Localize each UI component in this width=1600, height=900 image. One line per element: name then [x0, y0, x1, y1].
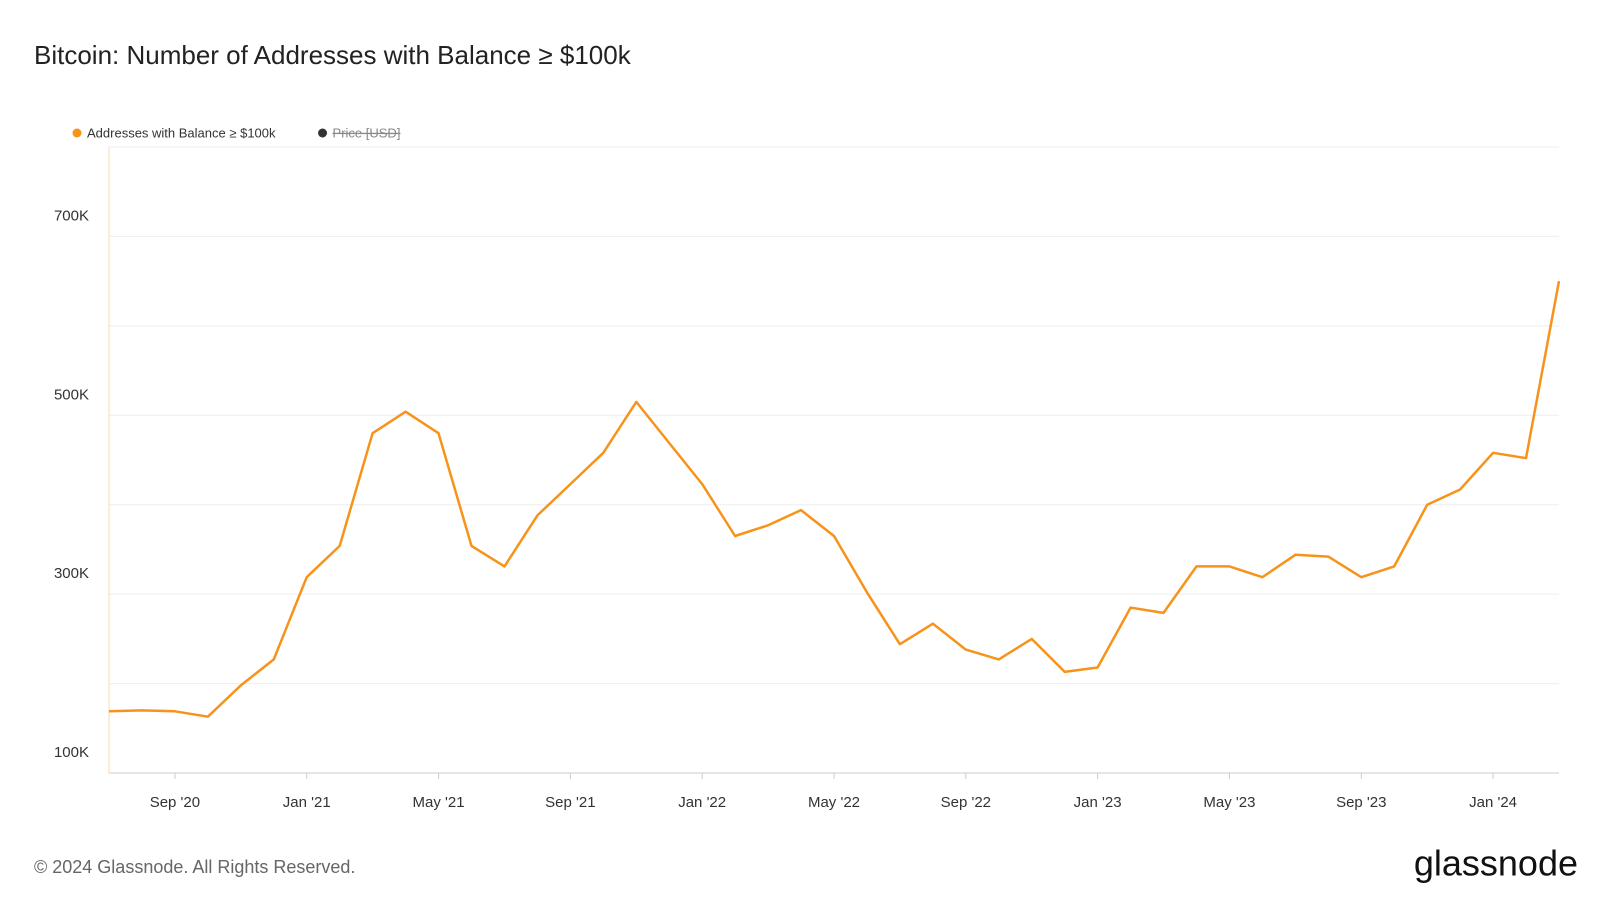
- legend-marker[interactable]: [318, 128, 328, 138]
- copyright: © 2024 Glassnode. All Rights Reserved.: [34, 857, 355, 877]
- x-tick-label: Sep '22: [941, 794, 991, 811]
- data-line: [108, 280, 1561, 718]
- y-tick-label: 300K: [54, 565, 89, 582]
- x-tick-label: Sep '23: [1336, 794, 1386, 811]
- y-tick-label: 100K: [54, 744, 89, 761]
- x-tick-label: May '21: [413, 794, 465, 811]
- legend-label[interactable]: Price [USD]: [333, 125, 401, 140]
- legend-label[interactable]: Addresses with Balance ≥ $100k: [87, 125, 276, 140]
- logo: glassnode: [1414, 843, 1578, 884]
- y-tick-label: 500K: [54, 386, 89, 403]
- x-tick-label: May '23: [1203, 794, 1255, 811]
- x-tick-label: Jan '23: [1074, 794, 1122, 811]
- x-tick-label: Jan '24: [1469, 794, 1517, 811]
- x-tick-label: Jan '21: [283, 794, 331, 811]
- x-tick-label: Jan '22: [678, 794, 726, 811]
- x-tick-label: Sep '20: [150, 794, 200, 811]
- x-tick-label: Sep '21: [545, 794, 595, 811]
- x-tick-label: May '22: [808, 794, 860, 811]
- legend-marker[interactable]: [72, 128, 82, 138]
- chart-title: Bitcoin: Number of Addresses with Balanc…: [34, 40, 632, 70]
- y-tick-label: 700K: [54, 207, 89, 224]
